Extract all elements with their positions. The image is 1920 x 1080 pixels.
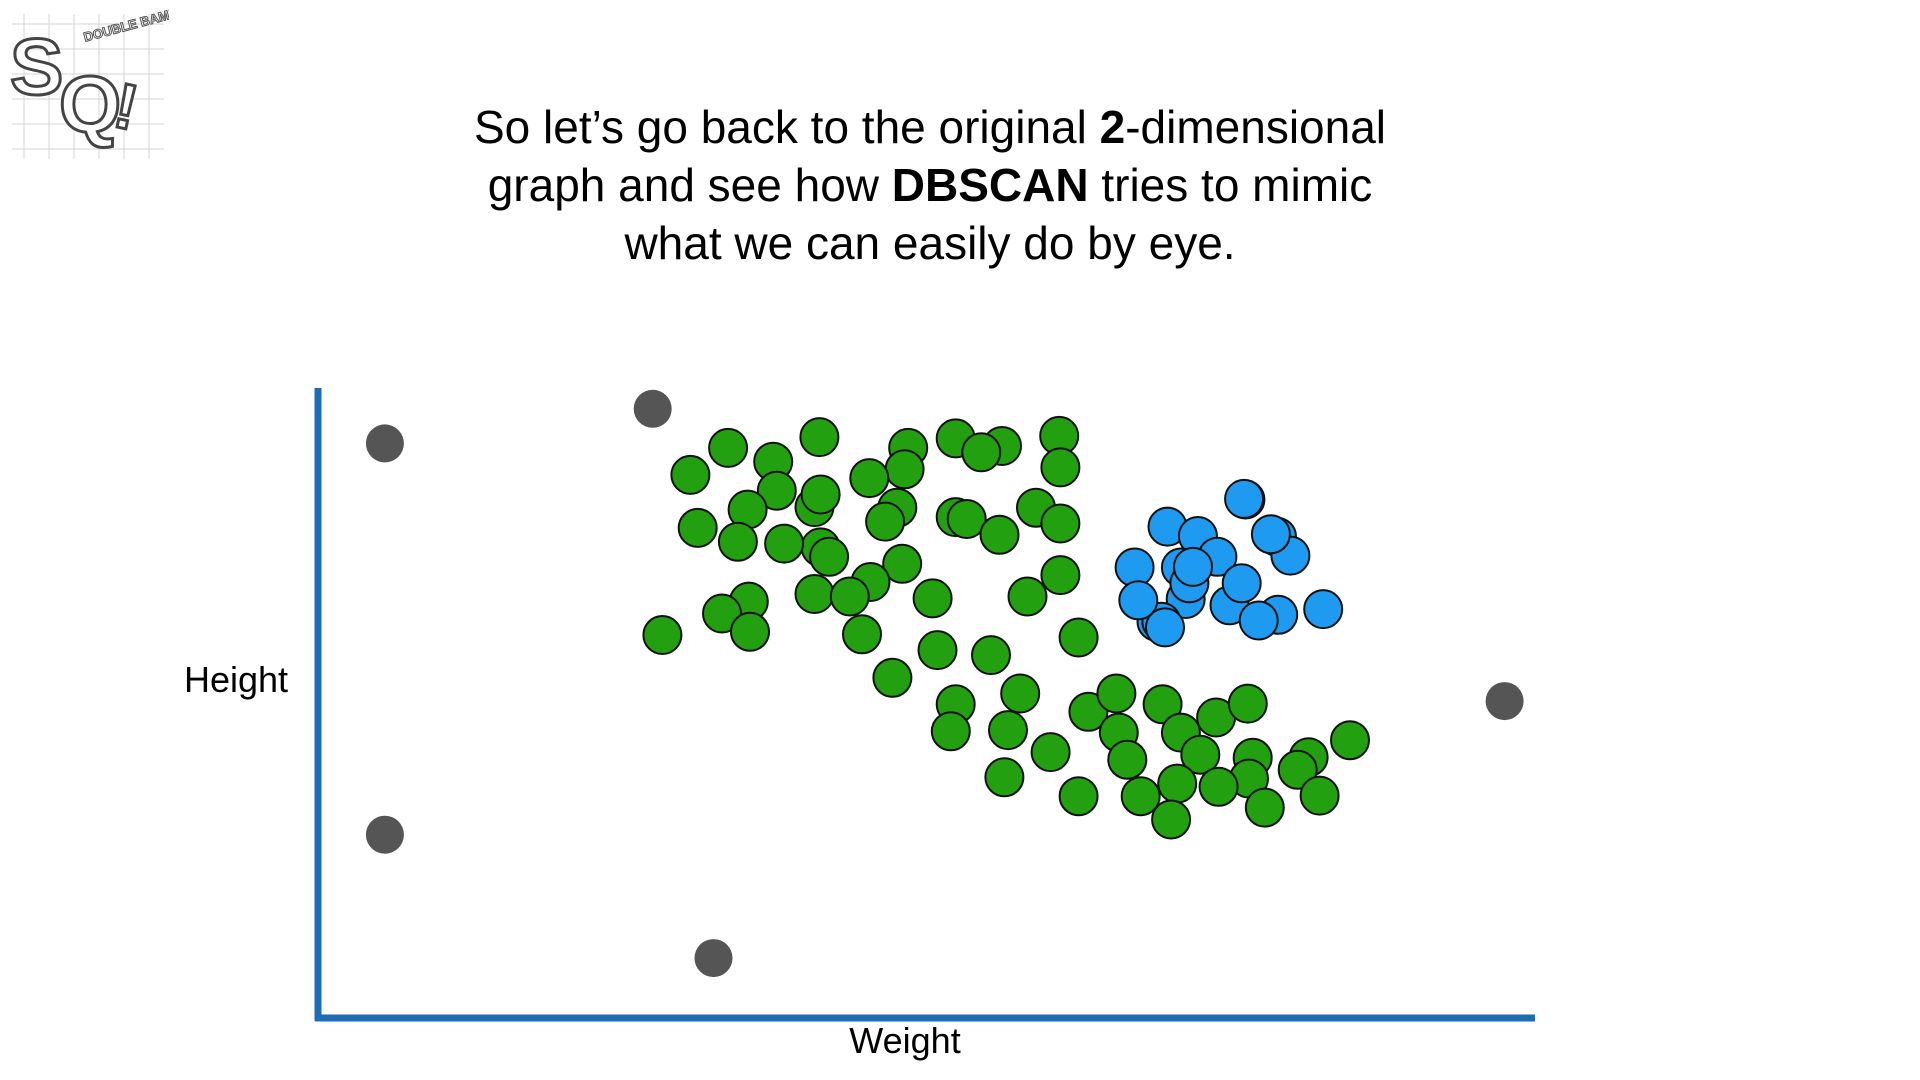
- data-point: [1058, 776, 1099, 817]
- data-point: [882, 543, 923, 584]
- caption-line-2: graph and see how DBSCAN tries to mimic: [330, 156, 1530, 214]
- outlier-point: [365, 424, 404, 463]
- caption-line-1: So let’s go back to the original 2-dimen…: [330, 98, 1530, 156]
- slide-caption: So let’s go back to the original 2-dimen…: [330, 98, 1530, 272]
- data-point: [794, 574, 835, 614]
- data-point: [764, 523, 805, 564]
- caption-bold-2: 2: [1099, 101, 1126, 153]
- data-point: [979, 514, 1020, 555]
- data-point: [1007, 576, 1048, 617]
- caption-text: tries to mimic: [1088, 159, 1373, 211]
- data-points: [365, 389, 1524, 978]
- y-axis-label: Height: [184, 659, 288, 700]
- data-point: [670, 454, 711, 495]
- data-point: [1180, 734, 1221, 775]
- data-point: [717, 521, 758, 562]
- data-point: [1040, 555, 1081, 596]
- data-point: [1277, 749, 1318, 790]
- data-point: [988, 710, 1028, 751]
- caption-text: -dimensional: [1125, 101, 1387, 153]
- data-point: [756, 470, 797, 511]
- data-point: [930, 711, 971, 752]
- data-point: [642, 615, 683, 655]
- data-point: [946, 499, 987, 539]
- data-point: [1118, 580, 1159, 621]
- data-point: [917, 630, 958, 671]
- data-point: [809, 536, 850, 577]
- data-point: [884, 449, 925, 490]
- data-point: [799, 417, 840, 458]
- data-point: [912, 578, 953, 619]
- data-point: [1221, 563, 1262, 604]
- data-point: [1107, 739, 1148, 780]
- data-point: [1244, 787, 1285, 828]
- data-point: [1198, 766, 1239, 807]
- data-point: [1157, 763, 1198, 804]
- caption-line-3: what we can easily do by eye.: [624, 217, 1236, 269]
- data-point: [971, 635, 1011, 676]
- logo-grid: [12, 14, 164, 159]
- data-point: [842, 614, 882, 655]
- data-point: [1299, 775, 1340, 816]
- outlier-point: [694, 939, 733, 978]
- data-point: [1058, 617, 1099, 658]
- data-point: [984, 757, 1025, 798]
- data-point: [849, 458, 890, 499]
- data-point: [1224, 478, 1265, 519]
- data-point: [1303, 589, 1344, 630]
- caption-bold-dbscan: DBSCAN: [891, 159, 1089, 211]
- data-point: [1040, 447, 1081, 488]
- data-point: [1068, 691, 1109, 732]
- logo-s-letter: S: [10, 22, 63, 111]
- data-point: [1173, 546, 1213, 587]
- data-point: [677, 507, 718, 548]
- data-point: [872, 657, 913, 698]
- data-point: [1030, 732, 1071, 773]
- data-point: [708, 427, 749, 468]
- caption-text: graph and see how: [487, 159, 892, 211]
- data-point: [1227, 683, 1268, 724]
- logo-q-letter: Q: [59, 60, 121, 149]
- plot-axes: [314, 388, 1535, 1022]
- data-point: [1238, 600, 1279, 641]
- data-point: [865, 501, 906, 542]
- outlier-point: [365, 815, 404, 854]
- data-point: [1151, 799, 1192, 840]
- data-point: [800, 474, 841, 515]
- data-point: [1142, 684, 1183, 725]
- statquest-logo: S Q ! DOUBLE BAM!!!: [4, 4, 184, 164]
- outlier-point: [1485, 682, 1524, 721]
- data-point: [1145, 607, 1185, 648]
- data-point: [961, 432, 1002, 473]
- data-point: [1000, 673, 1041, 714]
- data-point: [1120, 776, 1161, 817]
- data-point: [1040, 503, 1081, 544]
- data-point: [1250, 514, 1291, 555]
- data-point: [702, 593, 742, 634]
- caption-text: So let’s go back to the original: [473, 101, 1100, 153]
- data-point: [1096, 673, 1137, 714]
- data-point: [1330, 720, 1370, 761]
- data-point: [730, 611, 770, 652]
- x-axis-label: Weight: [849, 1020, 960, 1061]
- data-point: [829, 576, 870, 617]
- outlier-point: [633, 389, 672, 428]
